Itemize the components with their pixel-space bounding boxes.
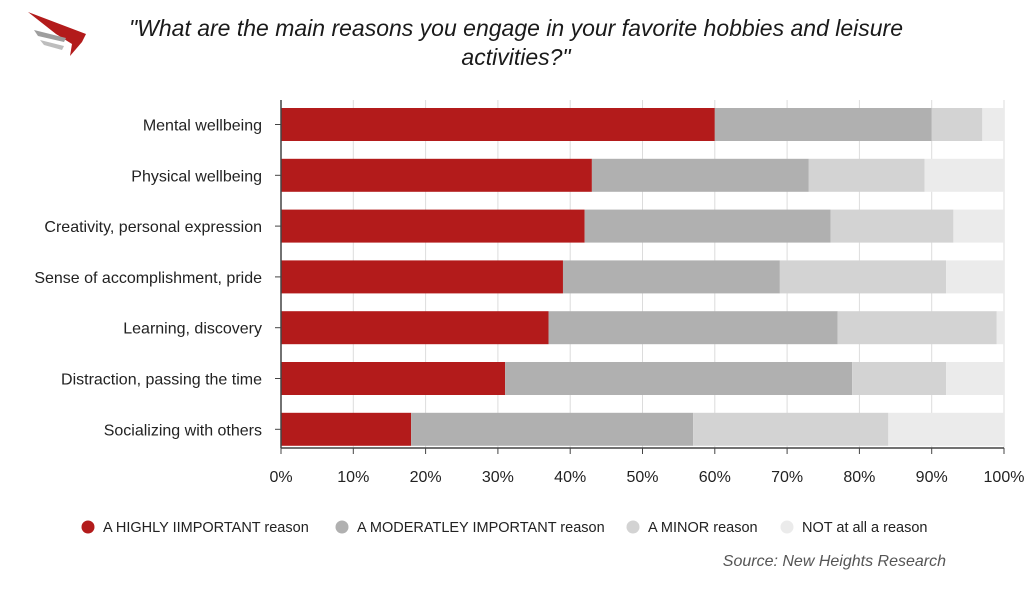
- logo-wing-grey-lower: [40, 40, 64, 50]
- bar-segment-4: [924, 158, 1004, 192]
- category-label: Mental wellbeing: [143, 118, 262, 135]
- category-label: Sense of accomplishment, pride: [34, 270, 262, 287]
- category-label: Socializing with others: [104, 422, 262, 439]
- x-tick-label: 50%: [626, 469, 658, 486]
- legend-swatch: [81, 520, 95, 534]
- x-tick-label: 60%: [699, 469, 731, 486]
- x-tick-label: 10%: [337, 469, 369, 486]
- bar-segment-3: [830, 209, 954, 243]
- bar-segment-2: [591, 158, 809, 192]
- logo-wing-red: [28, 12, 86, 56]
- bar-segment-4: [953, 209, 1004, 243]
- bar-segment-4: [982, 108, 1004, 141]
- category-label: Physical wellbeing: [131, 168, 262, 185]
- bar-segment-2: [584, 209, 831, 243]
- chart-title: "What are the main reasons you engage in…: [128, 15, 903, 70]
- bar-segment-2: [505, 362, 853, 395]
- bar-segment-4: [946, 362, 1004, 395]
- x-tick-label: 20%: [410, 469, 442, 486]
- bar-segment-2: [562, 260, 780, 294]
- legend-swatch: [626, 520, 640, 534]
- bar-segment-2: [411, 412, 694, 446]
- legend-swatch: [335, 520, 349, 534]
- x-tick-label: 90%: [916, 469, 948, 486]
- bar-segment-3: [779, 260, 947, 294]
- legend-swatch: [780, 520, 794, 534]
- bar-segment-1: [281, 209, 585, 243]
- bar-segment-1: [281, 362, 506, 395]
- bar-segment-1: [281, 412, 412, 446]
- legend-label: A MODERATLEY IMPORTANT reason: [357, 520, 605, 536]
- bar-segment-1: [281, 260, 563, 294]
- bar-segment-2: [714, 108, 932, 141]
- bar-segment-3: [808, 158, 925, 192]
- bar-segment-4: [888, 412, 1004, 446]
- x-tick-label: 70%: [771, 469, 803, 486]
- bar-segment-3: [931, 108, 983, 141]
- x-tick-label: 40%: [554, 469, 586, 486]
- x-tick-label: 80%: [843, 469, 875, 486]
- logo-wing-grey-upper: [34, 30, 66, 42]
- bar-segment-1: [281, 108, 715, 141]
- legend-label: A MINOR reason: [648, 520, 758, 536]
- bar-segment-1: [281, 158, 592, 192]
- legend-label: NOT at all a reason: [802, 520, 927, 536]
- x-tick-label: 100%: [984, 469, 1024, 486]
- x-tick-label: 30%: [482, 469, 514, 486]
- bar-segment-3: [693, 412, 889, 446]
- company-logo-icon: [28, 12, 86, 56]
- bar-segment-4: [996, 311, 1004, 345]
- category-label: Learning, discovery: [123, 321, 262, 338]
- x-tick-label: 0%: [269, 469, 292, 486]
- category-label: Creativity, personal expression: [44, 219, 262, 236]
- bar-segment-3: [837, 311, 997, 345]
- bar-segment-1: [281, 311, 549, 345]
- source-note: Source: New Heights Research: [722, 553, 946, 570]
- bar-segment-3: [852, 362, 947, 395]
- bar-segment-2: [548, 311, 838, 345]
- legend-label: A HIGHLY IIMPORTANT reason: [103, 520, 309, 536]
- bar-segment-4: [946, 260, 1004, 294]
- category-label: Distraction, passing the time: [61, 372, 262, 389]
